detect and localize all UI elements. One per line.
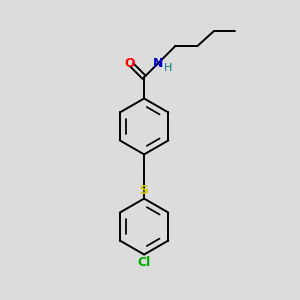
Text: N: N bbox=[152, 57, 163, 70]
Text: H: H bbox=[164, 63, 172, 73]
Text: S: S bbox=[140, 184, 148, 197]
Text: O: O bbox=[125, 57, 136, 70]
Text: Cl: Cl bbox=[137, 256, 151, 269]
